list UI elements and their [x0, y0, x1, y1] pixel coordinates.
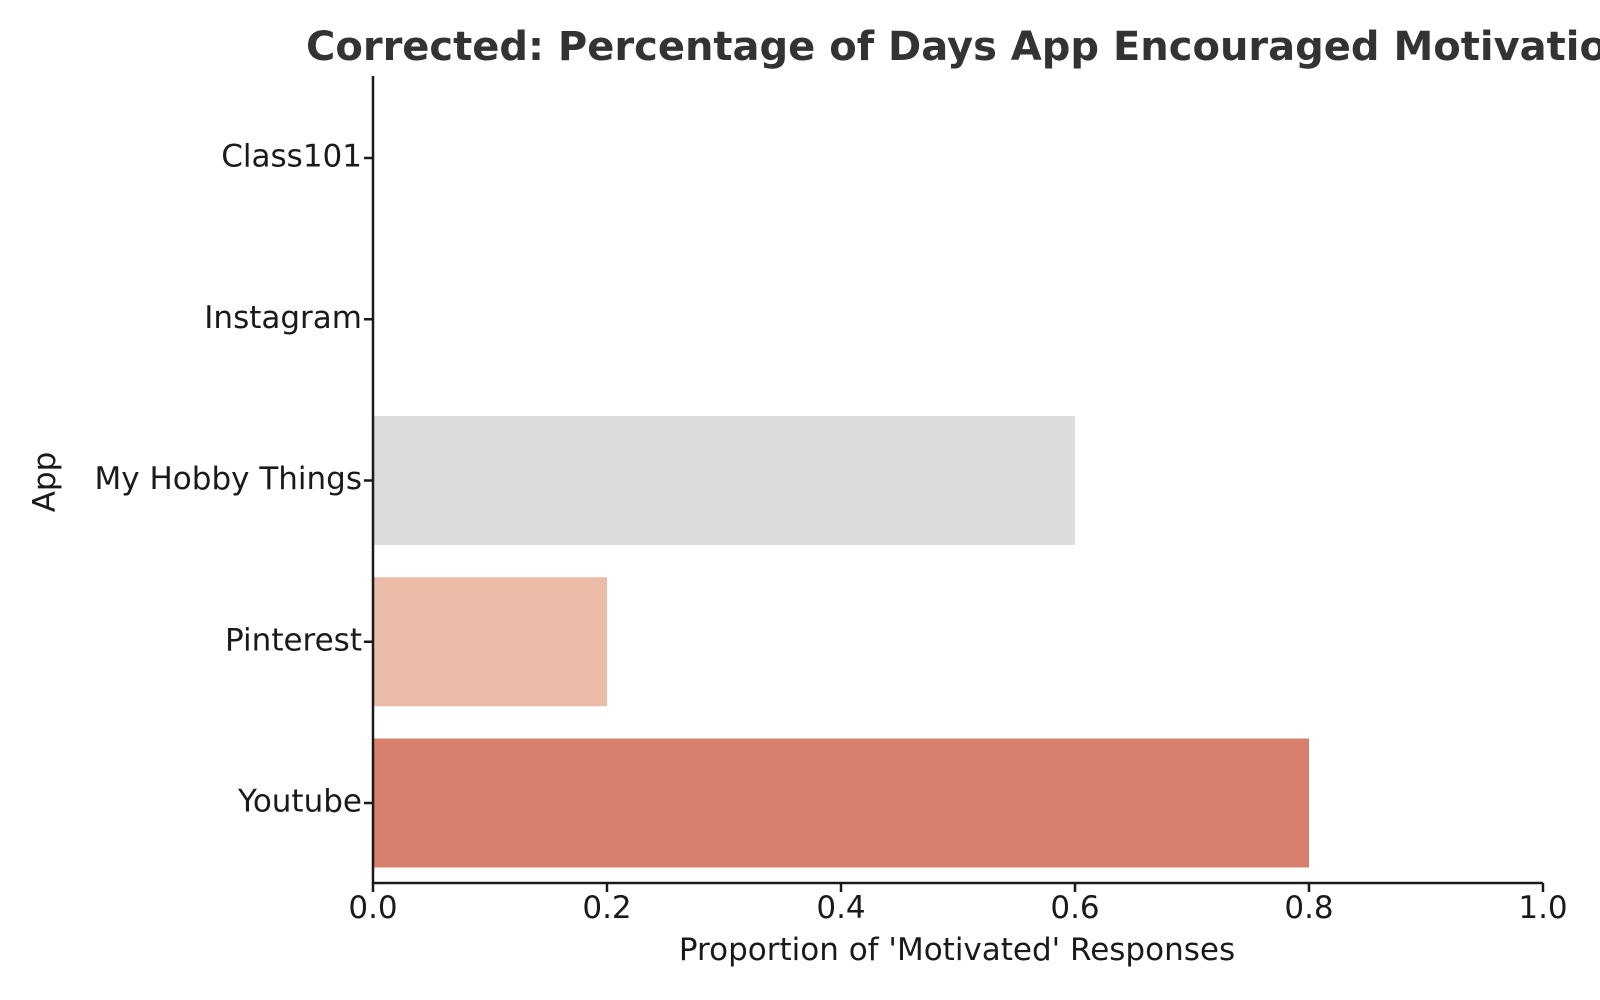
- x-tick-label: 0.8: [1284, 890, 1333, 926]
- x-tick-label: 0.6: [1050, 890, 1099, 926]
- x-tick-label: 0.2: [582, 890, 631, 926]
- x-tick-label: 1.0: [1518, 890, 1567, 926]
- bar-pinterest: [373, 577, 607, 707]
- bar-youtube: [373, 738, 1309, 868]
- y-tick-label: Class101: [221, 139, 362, 175]
- y-tick-label: Instagram: [204, 300, 362, 336]
- chart-title: Corrected: Percentage of Days App Encour…: [306, 24, 1600, 70]
- x-tick-label: 0.4: [816, 890, 865, 926]
- y-axis-label: App: [27, 452, 63, 513]
- x-axis-label: Proportion of 'Motivated' Responses: [679, 932, 1235, 968]
- y-ticks-group: Class101 Instagram My Hobby Things Pinteres…: [95, 139, 373, 820]
- bars-group: [373, 416, 1309, 868]
- x-tick-label: 0.0: [348, 890, 397, 926]
- bar-my-hobby-things: [373, 416, 1075, 545]
- x-ticks-group: 0.0 0.2 0.4 0.6 0.8 1.0: [348, 883, 1568, 926]
- y-tick-label: My Hobby Things: [95, 461, 362, 497]
- y-tick-label: Youtube: [237, 784, 362, 820]
- y-tick-label: Pinterest: [225, 622, 362, 658]
